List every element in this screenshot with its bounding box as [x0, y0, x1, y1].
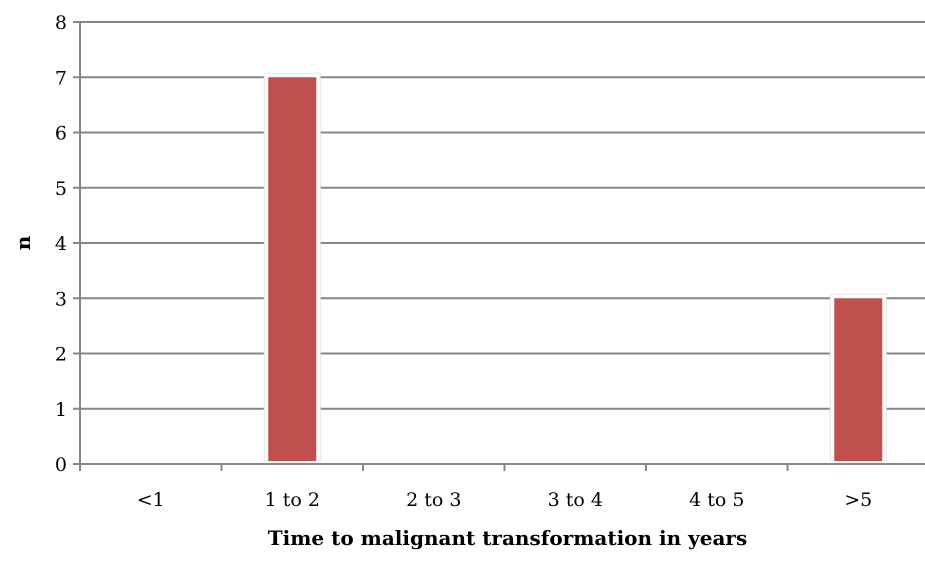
y-tick-label-8: 8 — [55, 12, 67, 34]
bar-2 — [268, 77, 317, 461]
y-tick-label-4: 4 — [55, 233, 67, 255]
axes — [73, 21, 925, 471]
x-tick-label-5: 4 to 5 — [689, 489, 744, 511]
y-tick-label-3: 3 — [55, 288, 67, 310]
x-tick-label-2: 1 to 2 — [265, 489, 320, 511]
y-tick-label-5: 5 — [55, 178, 67, 200]
y-tick-label-0: 0 — [55, 454, 67, 476]
bars — [263, 72, 887, 462]
y-axis-title: n — [11, 235, 35, 250]
y-tick-label-6: 6 — [55, 123, 67, 145]
y-tick-label-2: 2 — [55, 344, 67, 366]
x-axis-title: Time to malignant transformation in year… — [268, 526, 747, 550]
x-tick-label-1: <1 — [137, 489, 165, 511]
gridlines — [80, 21, 925, 410]
tick-labels: 0 1 2 3 4 5 6 7 8 <1 1 to 2 2 to 3 3 to 4 4 to 5 >5 — [55, 12, 872, 511]
x-tick-label-3: 2 to 3 — [406, 489, 461, 511]
x-tick-label-6: >5 — [844, 489, 872, 511]
x-tick-label-4: 3 to 4 — [548, 489, 603, 511]
y-tick-label-1: 1 — [55, 399, 67, 421]
y-tick-label-7: 7 — [55, 67, 67, 89]
bar-6 — [834, 298, 883, 461]
